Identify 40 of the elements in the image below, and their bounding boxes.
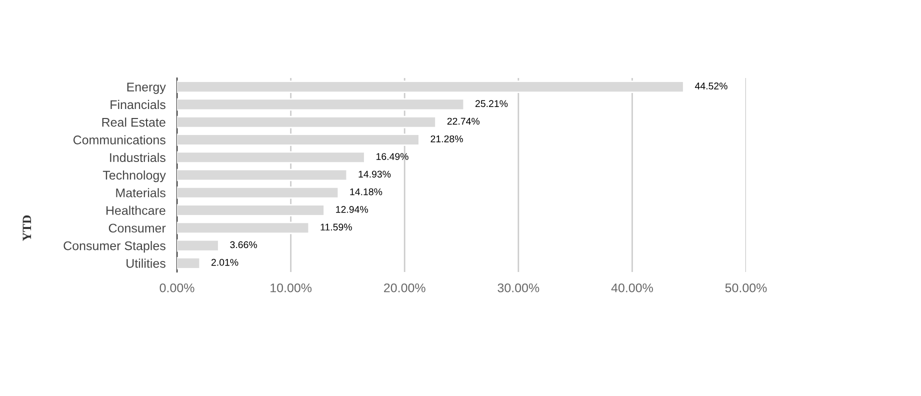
y-tick-label: Consumer bbox=[108, 224, 166, 233]
data-label: 14.93% bbox=[358, 170, 391, 178]
bar bbox=[177, 80, 684, 93]
bar bbox=[177, 204, 325, 216]
bar bbox=[177, 116, 436, 128]
bar bbox=[177, 134, 420, 146]
y-tick-label: Financials bbox=[110, 100, 166, 110]
x-tick-label: 0.00% bbox=[160, 283, 194, 292]
y-tick-label: Communications bbox=[73, 135, 166, 144]
data-label: 11.59% bbox=[320, 224, 352, 231]
data-label: 21.28% bbox=[430, 135, 463, 142]
bar bbox=[177, 257, 201, 270]
x-tick-label: 50.00% bbox=[725, 283, 767, 292]
data-label: 12.94% bbox=[336, 206, 368, 213]
bar bbox=[177, 151, 366, 164]
y-tick-label: Materials bbox=[116, 188, 166, 198]
data-label: 14.18% bbox=[350, 188, 382, 196]
x-tick-label: 30.00% bbox=[498, 283, 540, 292]
x-tick-label: 40.00% bbox=[611, 283, 653, 292]
data-label: 44.52% bbox=[694, 82, 728, 90]
data-label: 16.49% bbox=[376, 153, 408, 160]
data-label: 25.21% bbox=[475, 100, 508, 108]
y-tick-label: Technology bbox=[102, 170, 166, 182]
x-tick-label: 20.00% bbox=[384, 283, 426, 292]
data-label: 22.74% bbox=[447, 118, 480, 125]
y-axis-title: YTD bbox=[22, 215, 32, 241]
bar bbox=[177, 98, 465, 111]
bar bbox=[177, 239, 220, 252]
bar bbox=[177, 222, 310, 234]
y-tick-label: Energy bbox=[127, 82, 166, 94]
y-tick-label: Healthcare bbox=[106, 206, 166, 215]
bar bbox=[177, 168, 348, 182]
data-label: 3.66% bbox=[230, 241, 257, 248]
bar bbox=[177, 186, 340, 199]
data-label: 2.01% bbox=[211, 258, 238, 266]
y-tick-label: Consumer Staples bbox=[64, 241, 166, 253]
x-tick-label: 10.00% bbox=[270, 283, 312, 292]
y-tick-label: Industrials bbox=[110, 152, 166, 162]
y-tick-label: Utilities bbox=[126, 258, 166, 268]
y-tick-label: Real Estate bbox=[102, 118, 166, 127]
